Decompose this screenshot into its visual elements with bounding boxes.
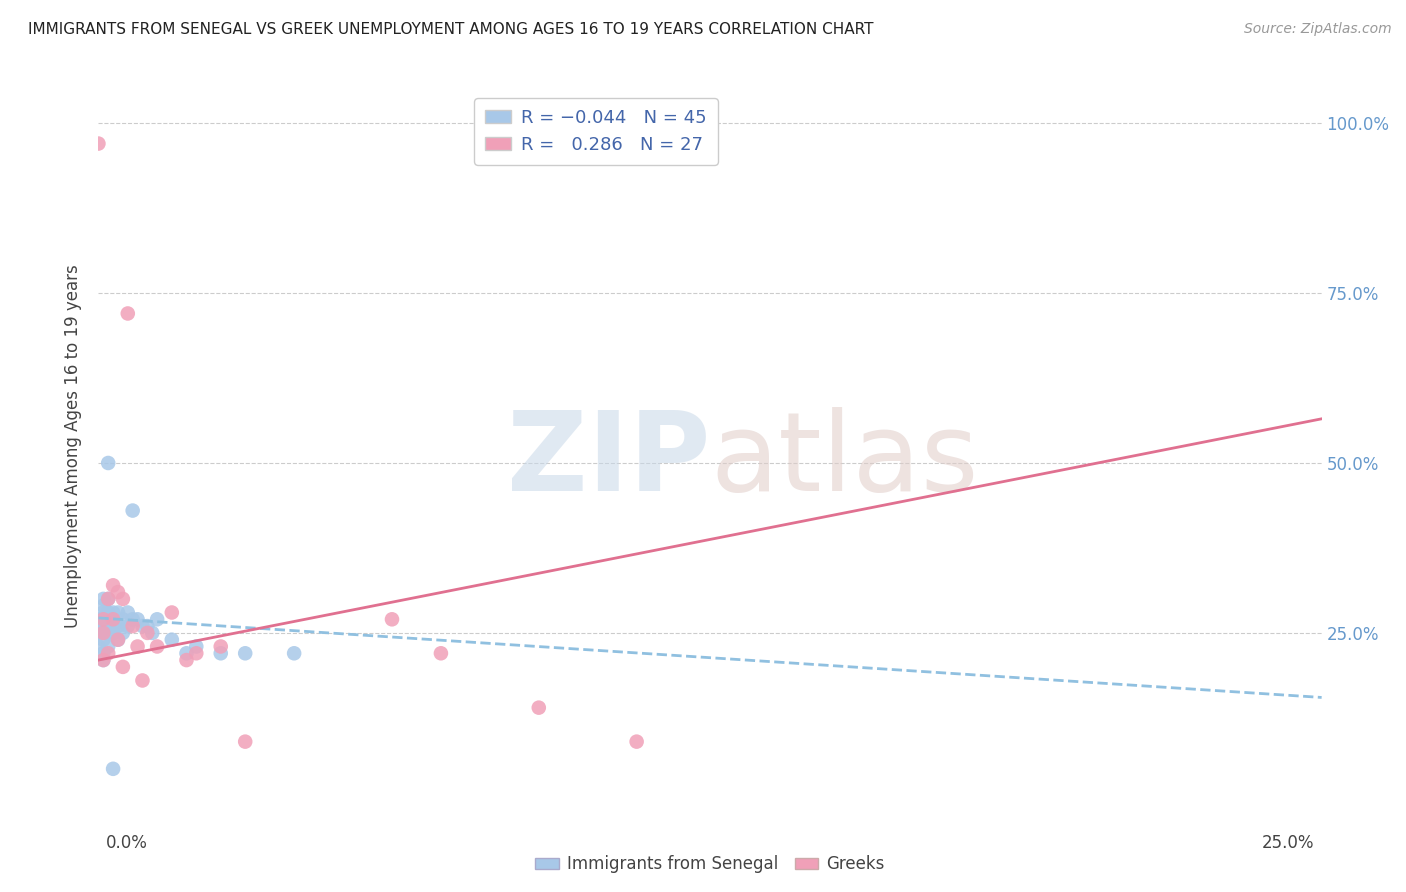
Point — [136, 619, 159, 633]
Point — [91, 646, 114, 660]
Point — [160, 606, 183, 620]
Text: Source: ZipAtlas.com: Source: ZipAtlas.com — [1244, 22, 1392, 37]
Point — [97, 606, 120, 620]
Point — [97, 619, 120, 633]
Point — [121, 503, 143, 517]
Point — [233, 734, 256, 748]
Text: IMMIGRANTS FROM SENEGAL VS GREEK UNEMPLOYMENT AMONG AGES 16 TO 19 YEARS CORRELAT: IMMIGRANTS FROM SENEGAL VS GREEK UNEMPLO… — [28, 22, 873, 37]
Point — [97, 626, 120, 640]
Point — [107, 632, 129, 647]
Point — [87, 136, 110, 151]
Point — [131, 673, 153, 688]
Point — [91, 653, 114, 667]
Point — [111, 660, 134, 674]
Point — [91, 612, 114, 626]
Point — [146, 612, 169, 626]
Point — [107, 632, 129, 647]
Point — [101, 612, 124, 626]
Legend: Immigrants from Senegal, Greeks: Immigrants from Senegal, Greeks — [529, 849, 891, 880]
Point — [101, 578, 124, 592]
Point — [101, 762, 124, 776]
Point — [117, 619, 139, 633]
Point — [176, 653, 198, 667]
Point — [87, 612, 110, 626]
Point — [160, 632, 183, 647]
Point — [101, 606, 124, 620]
Point — [527, 700, 550, 714]
Point — [186, 640, 208, 654]
Text: atlas: atlas — [710, 407, 979, 514]
Point — [111, 612, 134, 626]
Point — [91, 632, 114, 647]
Point — [101, 619, 124, 633]
Point — [136, 626, 159, 640]
Y-axis label: Unemployment Among Ages 16 to 19 years: Unemployment Among Ages 16 to 19 years — [65, 264, 83, 628]
Text: 25.0%: 25.0% — [1263, 834, 1315, 852]
Point — [97, 646, 120, 660]
Point — [87, 626, 110, 640]
Point — [97, 612, 120, 626]
Text: 0.0%: 0.0% — [105, 834, 148, 852]
Point — [626, 734, 648, 748]
Point — [430, 646, 453, 660]
Point — [127, 612, 149, 626]
Text: ZIP: ZIP — [506, 407, 710, 514]
Point — [91, 626, 114, 640]
Point — [107, 619, 129, 633]
Point — [101, 612, 124, 626]
Point — [107, 606, 129, 620]
Point — [91, 619, 114, 633]
Point — [97, 591, 120, 606]
Point — [97, 640, 120, 654]
Point — [101, 626, 124, 640]
Point — [146, 640, 169, 654]
Point — [117, 606, 139, 620]
Point — [209, 646, 232, 660]
Point — [121, 612, 143, 626]
Point — [111, 626, 134, 640]
Point — [97, 591, 120, 606]
Point — [233, 646, 256, 660]
Point — [91, 653, 114, 667]
Point — [97, 456, 120, 470]
Point — [117, 306, 139, 320]
Point — [283, 646, 305, 660]
Point — [91, 591, 114, 606]
Point — [91, 612, 114, 626]
Point — [127, 640, 149, 654]
Point — [107, 585, 129, 599]
Point — [111, 591, 134, 606]
Point — [176, 646, 198, 660]
Point — [91, 599, 114, 613]
Point — [91, 606, 114, 620]
Point — [87, 619, 110, 633]
Point — [381, 612, 404, 626]
Point — [87, 640, 110, 654]
Point — [209, 640, 232, 654]
Point — [131, 619, 153, 633]
Point — [121, 619, 143, 633]
Point — [141, 626, 163, 640]
Point — [91, 626, 114, 640]
Point — [186, 646, 208, 660]
